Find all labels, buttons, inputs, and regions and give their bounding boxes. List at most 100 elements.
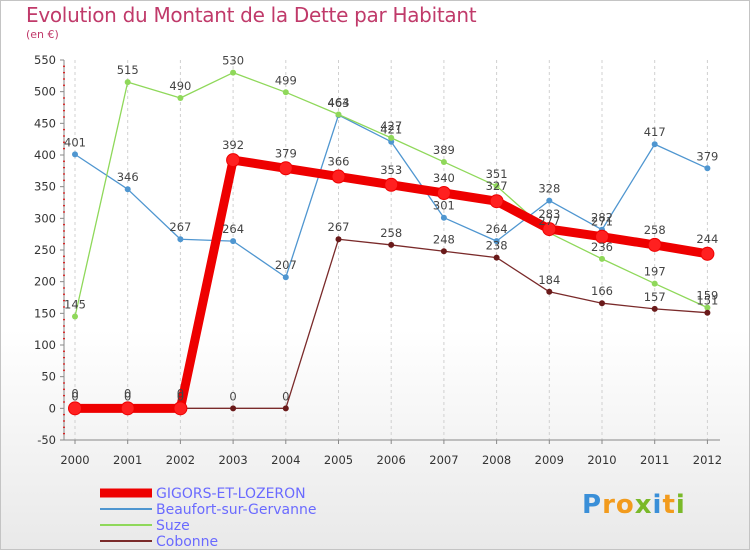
data-label: 499 [275,73,297,87]
y-minor-dot [63,318,65,321]
data-point [651,280,658,287]
y-minor-dot [63,363,65,365]
x-tick-label: 2005 [324,453,353,467]
data-label: 346 [117,170,139,184]
y-minor-dot [63,141,65,144]
legend-label: Suze [156,518,190,534]
data-label: 379 [696,149,718,163]
data-label: 427 [380,119,402,133]
data-label: 0 [177,386,184,400]
data-labels: 0 0 0 392 379 366 353 340 327 283 271 258 244 401 346 2… [64,54,718,404]
data-label: 282 [591,211,613,225]
logo-letter: i [652,490,663,520]
y-minor-dot [63,204,65,207]
data-point [278,161,293,176]
y-minor-dot [63,135,65,137]
y-minor-dot [63,255,65,258]
y-minor-dot [63,413,65,416]
data-point [388,134,395,141]
x-tick-label: 2003 [218,453,247,467]
y-tick-label: 450 [34,116,56,130]
y-minor-dot [63,388,65,391]
data-point [120,401,135,416]
y-tick-label: 300 [34,211,56,225]
y-minor-dot [63,261,65,264]
data-label: 258 [644,223,666,237]
legend: GIGORS-ET-LOZERONBeaufort-sur-GervanneSu… [100,486,317,550]
axes: -50 0 50 100 150 200 250 300 350 400 450 500 550 2000… [34,53,722,467]
data-label: 271 [591,215,613,229]
data-label: 197 [644,265,666,279]
y-minor-dot [63,299,65,302]
data-label: 515 [117,63,139,77]
data-point [647,237,662,252]
y-tick-label: 150 [34,306,56,320]
data-point [335,111,342,118]
data-label: 301 [433,199,455,213]
data-label: 0 [124,386,131,400]
data-point [68,401,82,416]
y-minor-dot [63,426,65,429]
y-tick-label: 500 [34,85,56,99]
data-point [72,313,78,320]
y-minor-dot [63,394,65,397]
data-point [542,222,557,237]
y-minor-dot [63,166,65,169]
data-label: 392 [222,138,244,152]
x-tick-label: 2002 [166,453,195,467]
y-minor-dot [63,242,65,245]
data-point [282,405,289,412]
y-minor-dot [63,78,65,80]
data-point [651,305,658,312]
data-point [436,186,451,200]
y-minor-dot [63,401,65,403]
data-point [704,304,711,311]
data-label: 283 [538,207,560,221]
y-minor-dot [63,173,65,175]
data-label: 264 [486,222,508,236]
data-point [124,79,131,86]
y-minor-dot [63,287,65,289]
x-tick-label: 2000 [60,453,89,467]
data-label: 0 [229,389,236,403]
y-tick-label: 550 [34,53,56,67]
y-minor-dot [63,356,65,359]
data-label: 327 [486,179,508,193]
x-tick-label: 2012 [693,453,722,467]
data-label: 351 [486,167,508,181]
x-tick-label: 2011 [640,453,669,467]
data-point [331,169,346,184]
y-minor-dot [63,268,65,270]
data-label: 530 [222,54,244,68]
y-minor-dot [63,293,65,296]
series [68,69,715,416]
y-tick-label: 350 [34,180,56,194]
legend-label: GIGORS-ET-LOZERON [156,486,306,502]
data-point [595,229,609,244]
data-label: 366 [328,155,350,169]
logo-letter: o [615,490,635,520]
data-point [384,177,399,192]
data-label: 207 [275,258,297,272]
data-label: 0 [71,389,78,403]
legend-label: Cobonne [156,534,218,550]
data-point [704,309,711,316]
chart-title: Evolution du Montant de la Dette par Hab… [26,3,477,27]
data-point [173,401,188,416]
y-minor-dot [63,331,65,334]
y-minor-dot [63,103,65,106]
data-label: 151 [696,294,718,308]
data-point [651,141,658,148]
data-point [493,238,500,245]
data-point [388,241,395,248]
data-label: 0 [282,389,289,403]
data-label: 328 [538,182,560,196]
y-minor-dot [63,211,65,213]
y-minor-dot [63,350,65,353]
data-point [704,165,711,172]
data-label: 340 [433,171,455,185]
x-tick-label: 2009 [535,453,564,467]
x-tick-label: 2006 [377,453,406,467]
y-minor-dot [63,192,65,194]
y-minor-dot [63,306,65,308]
